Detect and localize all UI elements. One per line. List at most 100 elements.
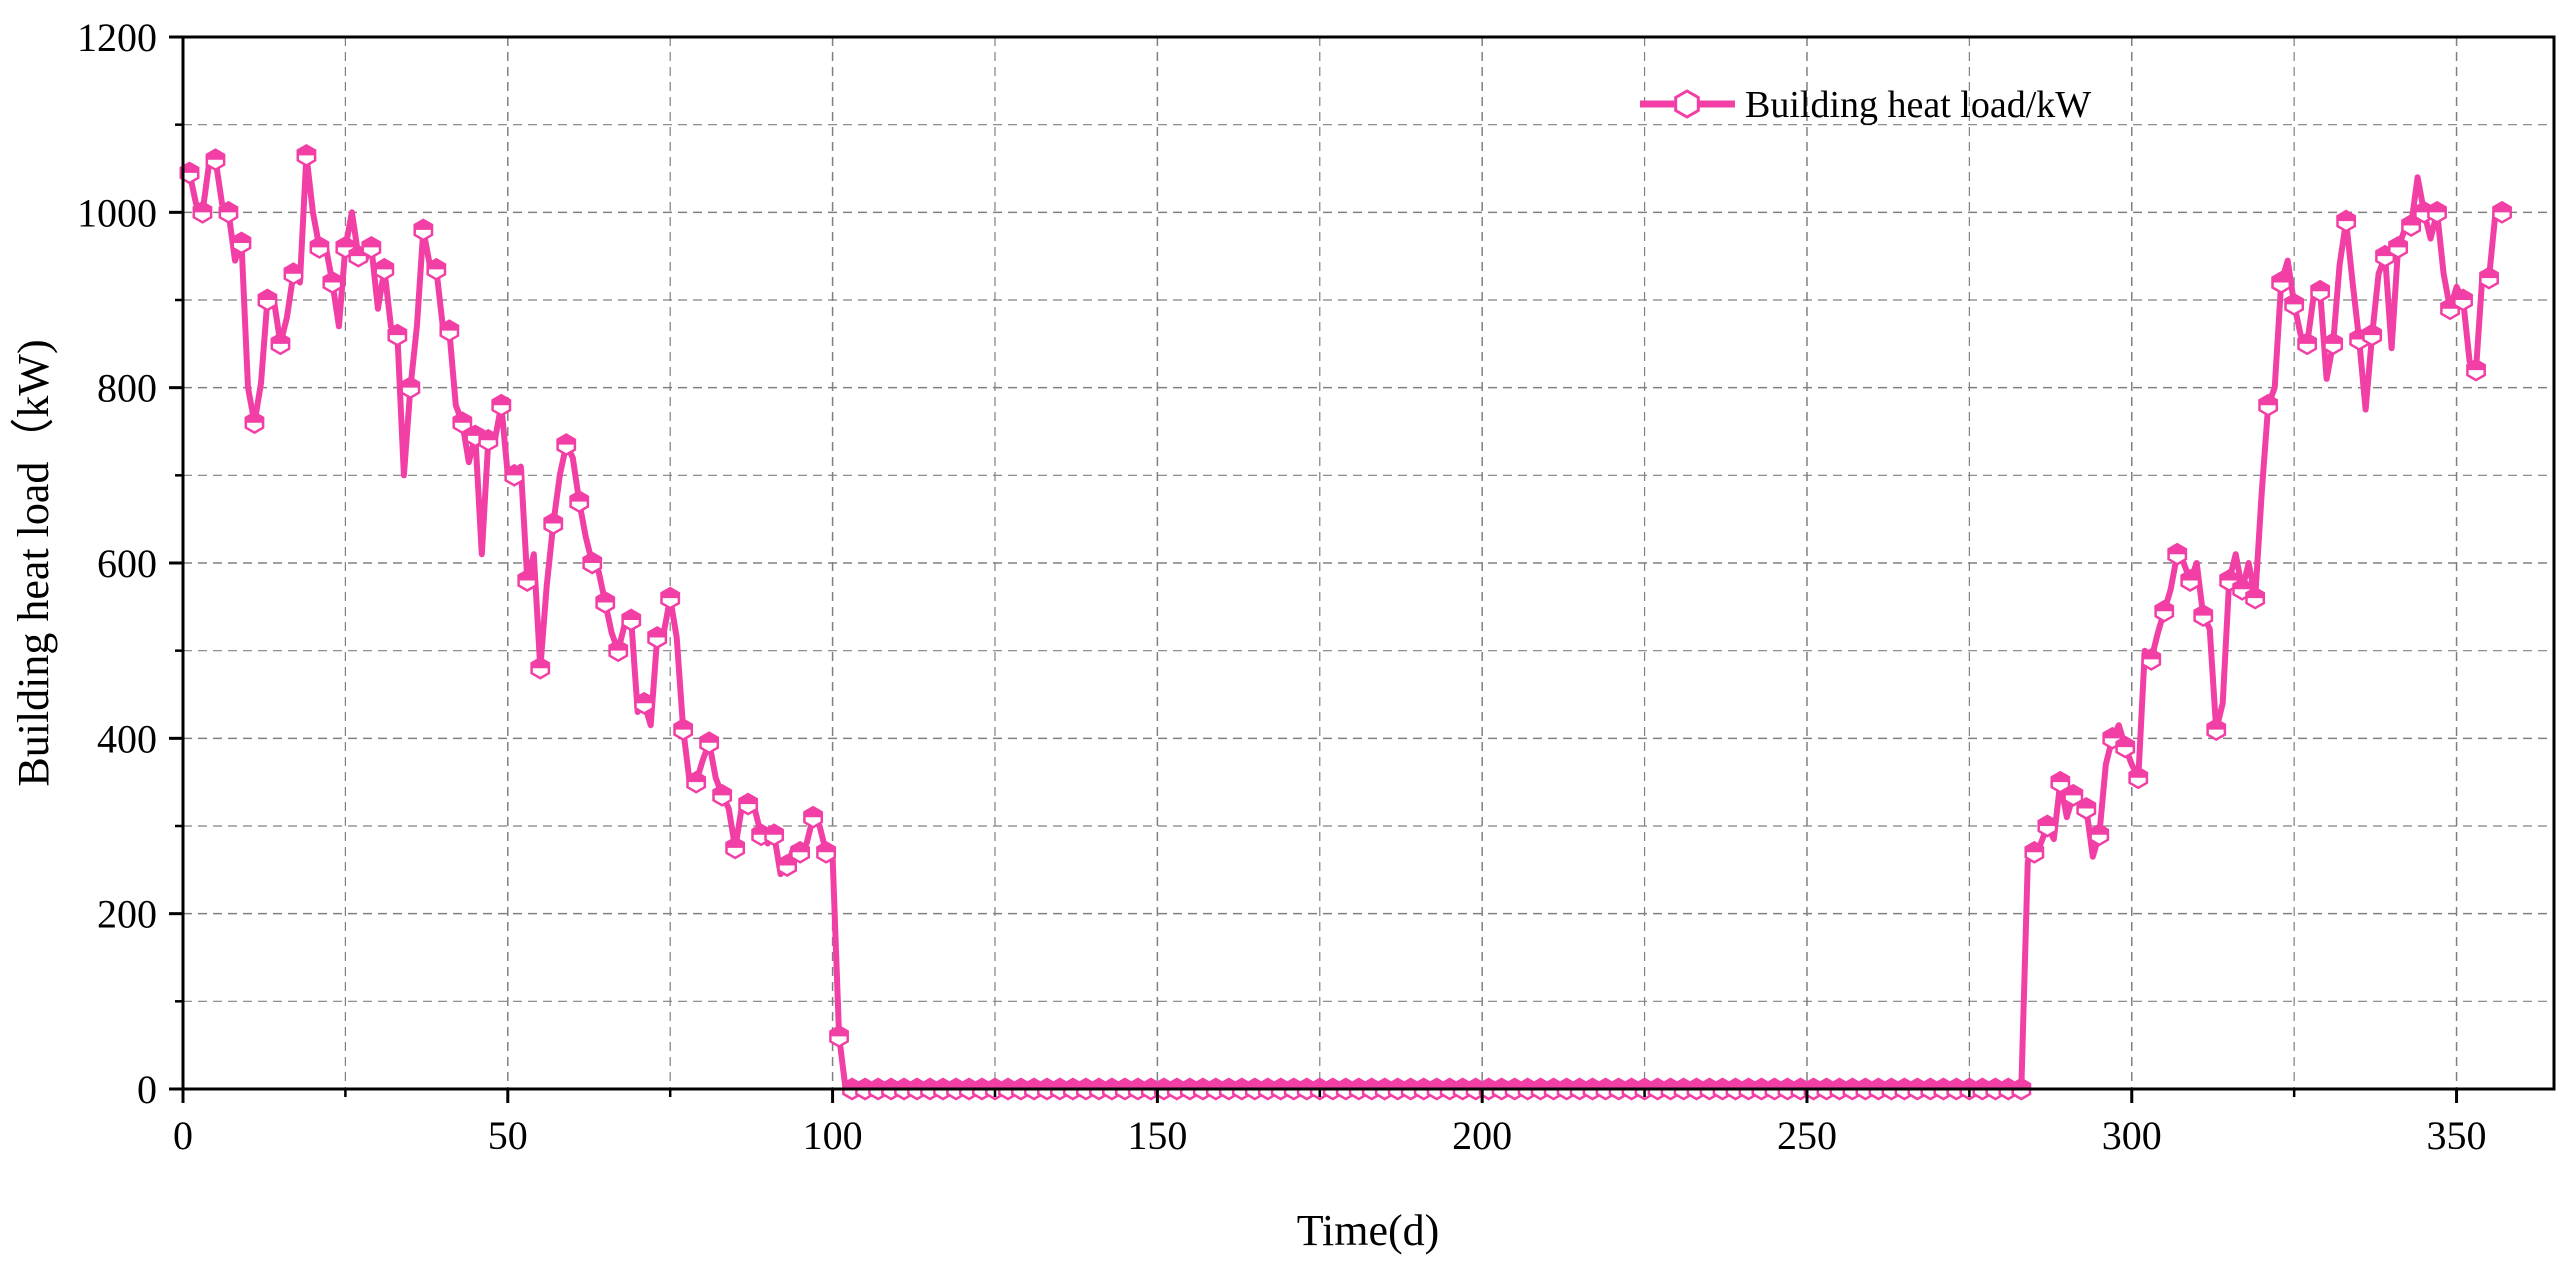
marker-fill-half <box>440 320 459 331</box>
y-tick-label: 1000 <box>77 190 157 235</box>
data-point-marker <box>712 783 733 807</box>
y-tick-label: 0 <box>137 1067 157 1112</box>
data-point-marker <box>296 143 317 167</box>
data-point-marker <box>608 639 629 663</box>
marker-fill-half <box>453 412 472 423</box>
data-point-marker <box>504 463 525 487</box>
y-tick-label: 800 <box>97 366 157 411</box>
marker-fill-half <box>310 237 329 248</box>
marker-fill-half <box>2298 333 2316 344</box>
marker-fill-half <box>479 430 498 441</box>
data-point-marker <box>790 840 811 864</box>
x-tick-label: 100 <box>803 1113 863 1158</box>
x-tick-label: 350 <box>2427 1113 2487 1158</box>
data-point-marker <box>2180 569 2201 592</box>
marker-fill-half <box>362 237 381 248</box>
x-tick-label: 200 <box>1452 1113 1512 1158</box>
data-point-marker <box>439 319 460 343</box>
marker-fill-half <box>674 719 692 730</box>
marker-fill-half <box>2116 737 2134 748</box>
x-tick-label: 300 <box>2102 1113 2162 1158</box>
marker-fill-half <box>2129 767 2147 778</box>
data-point-marker <box>2206 718 2227 742</box>
data-point-marker <box>2453 288 2473 312</box>
data-point-marker <box>2284 292 2305 316</box>
data-point-marker <box>257 288 278 312</box>
data-point-marker <box>803 805 824 829</box>
data-point-marker <box>2388 235 2409 259</box>
marker-fill-half <box>414 219 433 230</box>
marker-fill-half <box>336 237 355 248</box>
marker-fill-half <box>544 513 562 524</box>
data-point-marker <box>634 691 655 715</box>
data-point-marker <box>2193 604 2214 628</box>
marker-fill-half <box>505 465 523 476</box>
data-point-marker <box>2297 332 2318 356</box>
marker-fill-half <box>2142 649 2160 660</box>
data-point-marker <box>244 411 265 435</box>
marker-fill-half <box>2454 290 2472 300</box>
marker-fill-half <box>2363 325 2381 336</box>
marker-fill-half <box>271 333 290 344</box>
x-tick-labels: 0 50 100 150 200 250 300 350 <box>173 1113 2487 1158</box>
data-point-marker <box>699 731 720 755</box>
marker-fill-half <box>765 824 783 835</box>
marker-fill-half <box>2285 294 2303 305</box>
marker-fill-half <box>492 395 510 406</box>
legend-label: Building heat load/kW <box>1745 84 2091 126</box>
marker-fill-half <box>258 290 277 300</box>
y-tick-labels: 0 200 400 600 800 1000 1200 <box>77 15 157 1112</box>
data-point-marker <box>218 200 239 224</box>
marker-fill-half <box>206 149 225 160</box>
marker-fill-half <box>2428 202 2446 213</box>
marker-fill-half <box>2025 842 2044 853</box>
data-point-marker <box>2037 814 2058 838</box>
data-point-marker <box>2141 647 2162 671</box>
data-point-marker <box>387 323 408 347</box>
y-tick-label: 600 <box>97 541 157 586</box>
data-point-marker <box>2323 332 2344 356</box>
data-point-marker <box>660 586 681 610</box>
marker-fill-half <box>2064 785 2083 796</box>
marker-fill-half <box>583 553 601 563</box>
data-point-marker <box>2115 735 2136 759</box>
marker-fill-half <box>2103 728 2121 739</box>
marker-fill-half <box>2259 395 2277 406</box>
data-point-marker <box>764 823 785 847</box>
marker-fill-half <box>2194 605 2212 616</box>
marker-fill-half <box>518 570 536 581</box>
legend: Building heat load/kW <box>1640 84 2091 126</box>
data-point-marker <box>517 569 538 592</box>
data-point-marker <box>270 332 291 356</box>
marker-fill-half <box>622 609 640 620</box>
marker-fill-half <box>180 162 199 173</box>
data-point-marker <box>595 591 616 614</box>
x-tick-label: 250 <box>1777 1113 1837 1158</box>
marker-fill-half <box>2337 211 2355 222</box>
data-point-marker <box>491 393 512 417</box>
data-point-marker <box>2128 766 2149 790</box>
data-point-marker <box>322 271 343 294</box>
marker-fill-half <box>2324 333 2342 344</box>
marker-fill-half <box>2168 544 2186 555</box>
marker-fill-half <box>323 272 342 283</box>
marker-fill-half <box>817 842 835 853</box>
data-point-marker <box>725 836 746 860</box>
y-tick-label: 1200 <box>77 15 157 60</box>
y-axis-title: Building heat load（kW) <box>9 339 58 786</box>
data-point-marker <box>2362 323 2383 347</box>
marker-fill-half <box>2311 281 2329 292</box>
data-point-marker <box>2076 797 2097 820</box>
data-point-marker <box>621 608 642 632</box>
marker-fill-half <box>2246 588 2264 599</box>
marker-fill-half <box>2220 570 2238 581</box>
data-point-marker <box>452 411 473 435</box>
y-tick-label: 400 <box>97 716 157 761</box>
marker-fill-half <box>726 837 744 848</box>
marker-fill-half <box>570 491 588 502</box>
data-point-marker <box>374 257 395 281</box>
marker-fill-half <box>2155 601 2173 612</box>
x-tick-label: 150 <box>1127 1113 1187 1158</box>
marker-fill-half <box>401 377 420 388</box>
data-point-marker <box>556 433 577 457</box>
